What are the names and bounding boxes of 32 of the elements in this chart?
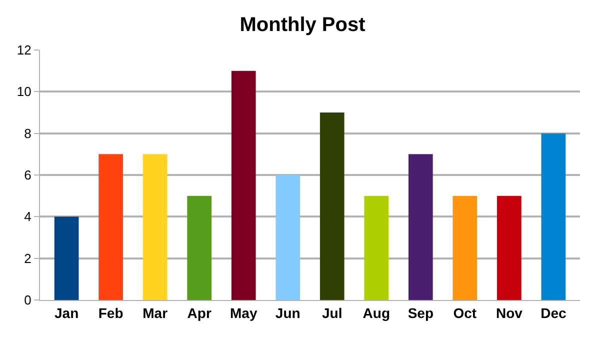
bar — [541, 133, 566, 300]
bar — [98, 154, 123, 300]
x-tick-label: Oct — [453, 304, 477, 321]
x-tick-label: Mar — [142, 304, 168, 321]
bar — [452, 196, 478, 300]
bar — [187, 196, 212, 300]
y-tick-label: 2 — [24, 250, 32, 266]
y-tick-label: 12 — [16, 42, 32, 58]
x-tick-label: Feb — [98, 304, 124, 321]
bar — [364, 196, 389, 300]
bar — [276, 175, 300, 300]
bar — [497, 196, 522, 300]
bar — [408, 154, 433, 300]
bar — [231, 70, 256, 300]
x-tick-label: Aug — [362, 304, 390, 321]
chart-title: Monthly Post — [240, 14, 366, 36]
y-tick-label: 6 — [24, 168, 32, 183]
x-tick-label: Jan — [54, 304, 79, 321]
bar — [142, 154, 168, 300]
bar — [54, 216, 79, 300]
x-tick-label: Nov — [496, 304, 523, 321]
x-tick-label: Sep — [408, 304, 434, 321]
y-tick-label: 4 — [24, 209, 32, 224]
x-tick-label: Apr — [187, 304, 212, 321]
x-tick-label: Jun — [275, 304, 300, 321]
x-tick-label: Jul — [322, 304, 342, 321]
y-tick-label: 8 — [24, 126, 32, 141]
y-tick-label: 10 — [16, 84, 32, 100]
bar — [320, 112, 344, 300]
x-tick-label: Dec — [540, 304, 566, 321]
x-tick-label: May — [230, 304, 258, 321]
y-tick-label: 0 — [24, 292, 32, 308]
